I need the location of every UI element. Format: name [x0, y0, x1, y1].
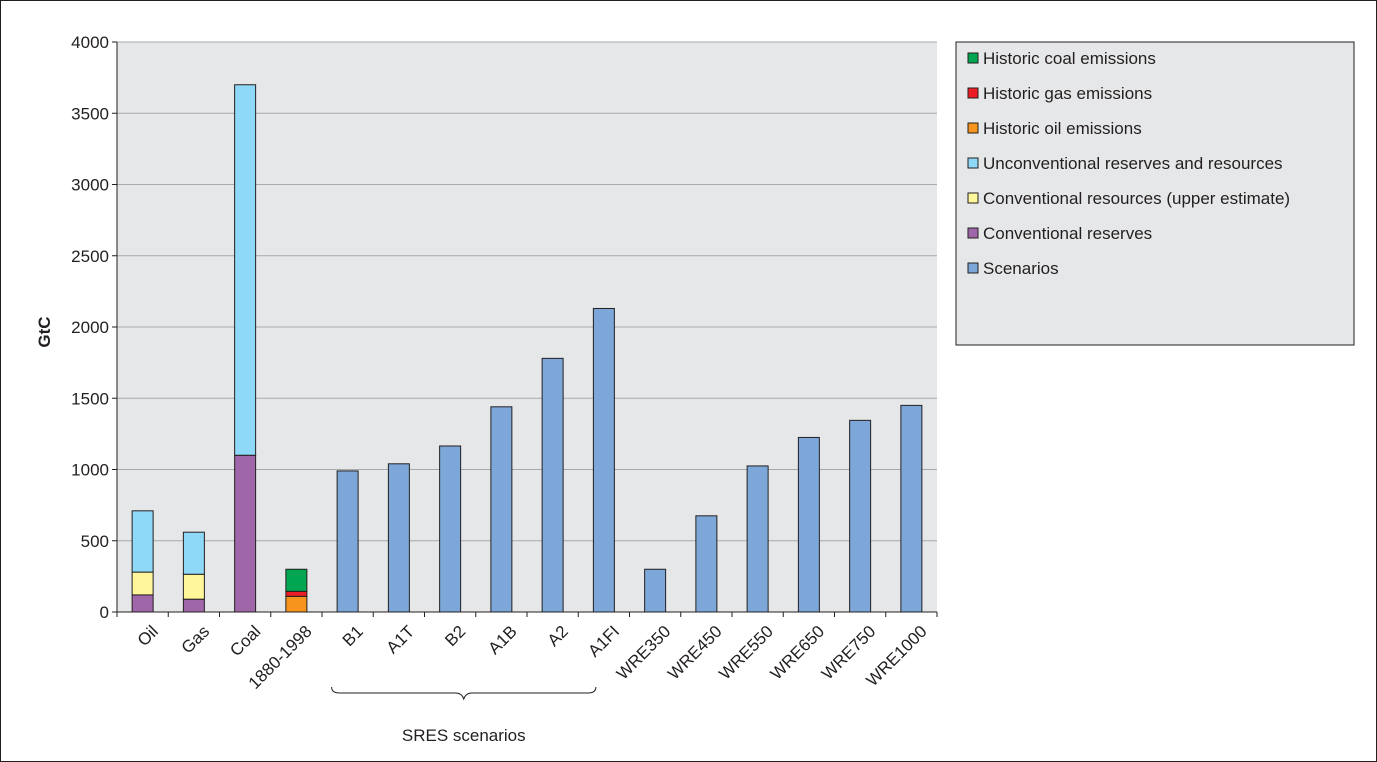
y-tick-label-3500: 3500: [71, 104, 109, 123]
legend-label-historic-gas-emissions: Historic gas emissions: [983, 84, 1152, 103]
legend-swatch-historic-coal-emissions: [967, 52, 979, 64]
legend-swatch-conventional-reserves: [967, 227, 979, 239]
y-tick-label-1000: 1000: [71, 461, 109, 480]
bar-gas-conventional-reserves: [182, 598, 205, 613]
bar-1880-1998-historic-gas-emissions: [285, 590, 308, 597]
legend-swatch-conventional-resources-upper-estimate: [967, 192, 979, 204]
legend-label-scenarios: Scenarios: [983, 259, 1059, 278]
legend-swatch-historic-oil-emissions: [967, 122, 979, 134]
bar-a1t-scenarios: [387, 463, 410, 613]
legend-label-historic-oil-emissions: Historic oil emissions: [983, 119, 1142, 138]
bar-a1b-scenarios: [490, 406, 513, 613]
bar-gas-conventional-resources-upper-estimate: [182, 573, 205, 600]
legend-label-historic-coal-emissions: Historic coal emissions: [983, 49, 1156, 68]
bar-wre350-scenarios: [644, 568, 667, 613]
bar-wre650-scenarios: [797, 436, 820, 613]
bar-coal-conventional-reserves: [234, 454, 257, 613]
legend-label-unconventional-reserves-and-resources: Unconventional reserves and resources: [983, 154, 1283, 173]
legend-swatch-historic-gas-emissions: [967, 87, 979, 99]
legend-swatch-unconventional-reserves-and-resources: [967, 157, 979, 169]
y-tick-label-0: 0: [100, 603, 109, 622]
bar-1880-1998-historic-coal-emissions: [285, 568, 308, 592]
bar-a2-scenarios: [541, 357, 564, 613]
bar-coal-unconventional-reserves-and-resources: [234, 84, 257, 456]
bar-oil-conventional-resources-upper-estimate: [131, 571, 154, 596]
y-tick-label-2000: 2000: [71, 318, 109, 337]
legend-box: [955, 41, 1355, 346]
annotation-sres-scenarios: SRES scenarios: [402, 726, 526, 745]
bar-wre450-scenarios: [695, 515, 718, 613]
bar-wre750-scenarios: [849, 419, 872, 613]
legend-swatch-scenarios: [967, 262, 979, 274]
bar-1880-1998-historic-oil-emissions: [285, 595, 308, 613]
sres-bracket: [331, 686, 597, 701]
bars: [131, 84, 923, 613]
bar-wre1000-scenarios: [900, 404, 923, 613]
legend: Historic coal emissions Historic gas emis…: [955, 41, 1355, 346]
legend-label-conventional-resources-upper-estimate: Conventional resources (upper estimate): [983, 189, 1290, 208]
y-tick-label-2500: 2500: [71, 247, 109, 266]
y-axis-label: GtC: [35, 316, 54, 347]
bar-b2-scenarios: [439, 445, 462, 613]
y-tick-label-1500: 1500: [71, 389, 109, 408]
bar-gas-unconventional-reserves-and-resources: [182, 531, 205, 575]
y-tick-label-3000: 3000: [71, 176, 109, 195]
bar-wre550-scenarios: [746, 465, 769, 613]
bar-oil-conventional-reserves: [131, 594, 154, 613]
bar-a1fi-scenarios: [592, 307, 615, 613]
y-tick-label-4000: 4000: [71, 33, 109, 52]
bar-b1-scenarios: [336, 470, 359, 613]
bar-oil-unconventional-reserves-and-resources: [131, 510, 154, 573]
legend-label-conventional-reserves: Conventional reserves: [983, 224, 1152, 243]
y-tick-label-500: 500: [81, 532, 109, 551]
annotations: SRES scenarios: [331, 686, 597, 745]
